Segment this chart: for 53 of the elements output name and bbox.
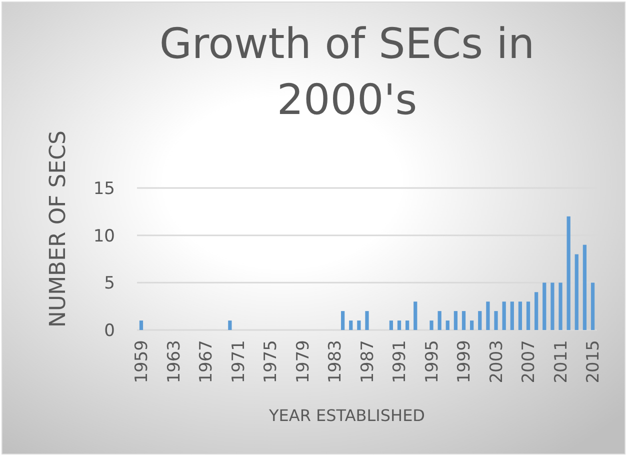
bar	[389, 320, 394, 330]
bar	[414, 302, 418, 330]
bar	[534, 292, 538, 330]
chart-title: Growth of SECs in 2000's	[159, 19, 535, 124]
bar	[558, 282, 562, 330]
bar	[470, 320, 474, 330]
x-tick-label: 1995	[422, 340, 442, 384]
bar	[349, 320, 353, 330]
bar	[446, 320, 450, 330]
y-tick-label: 0	[104, 320, 115, 341]
bar	[397, 320, 402, 330]
bar	[357, 320, 361, 330]
bar	[582, 244, 587, 330]
bar	[494, 311, 498, 330]
bar	[478, 311, 482, 330]
x-tick-label: 1963	[164, 340, 184, 384]
x-tick-label: 2007	[519, 340, 540, 384]
bar	[590, 282, 595, 330]
y-tick-label: 5	[104, 274, 115, 294]
bar	[566, 216, 570, 330]
y-axis-title: NUMBER OF SECS	[46, 130, 71, 328]
x-tick-label: 1967	[196, 340, 217, 384]
x-tick-label: 1991	[390, 340, 410, 384]
x-tick-label: 1983	[326, 340, 346, 384]
x-tick-label: 1971	[228, 340, 249, 384]
bar	[526, 302, 530, 330]
bar	[510, 302, 514, 330]
x-tick-label: 2015	[584, 340, 604, 384]
bar	[365, 311, 369, 330]
bar	[462, 311, 466, 330]
bar	[340, 311, 345, 330]
x-tick-label: 2003	[486, 340, 507, 384]
bar	[542, 282, 546, 330]
x-tick-label: 2011	[551, 340, 572, 384]
y-tick-label: 15	[93, 178, 115, 199]
bar	[228, 320, 232, 330]
bar	[430, 320, 434, 330]
bar	[574, 254, 578, 330]
x-tick-label: 1979	[293, 340, 314, 384]
bar	[518, 302, 522, 330]
bar	[454, 311, 458, 330]
bar	[550, 282, 554, 330]
bar	[502, 302, 506, 330]
bar	[406, 320, 410, 330]
bar	[438, 311, 442, 330]
x-tick-label: 1959	[132, 340, 152, 384]
x-tick-label: 1975	[261, 340, 282, 384]
x-tick-label: 1999	[454, 340, 475, 384]
x-axis-title: YEAR ESTABLISHED	[268, 406, 425, 425]
y-tick-label: 10	[93, 226, 115, 246]
bar	[139, 320, 144, 330]
x-tick-label: 1987	[358, 340, 378, 384]
bar	[486, 302, 490, 330]
